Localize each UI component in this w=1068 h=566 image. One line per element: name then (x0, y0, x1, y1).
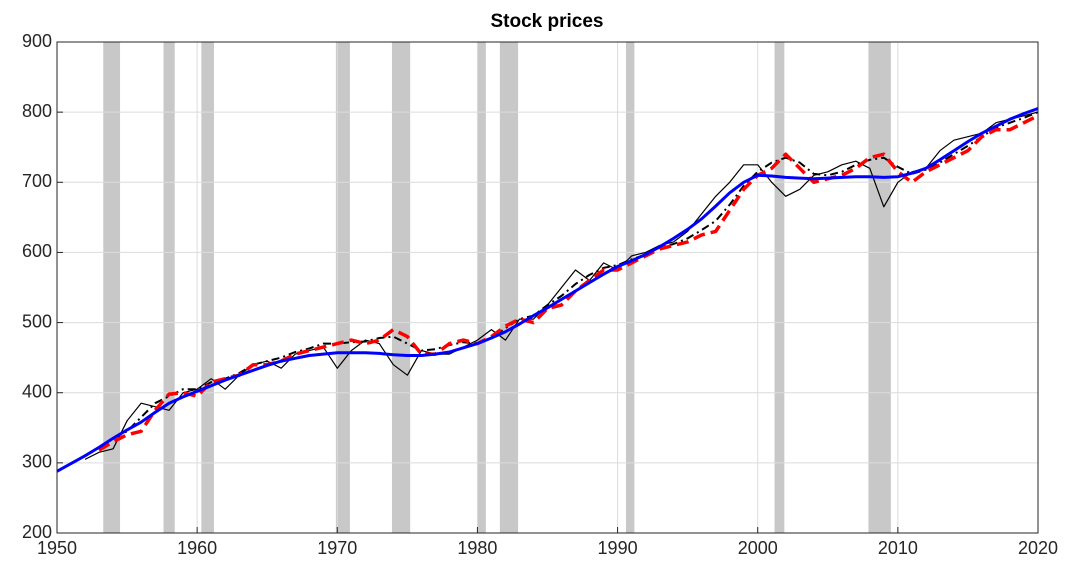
x-tick-label: 1950 (37, 538, 77, 558)
recession-band (201, 42, 214, 533)
y-tick-label: 200 (22, 522, 52, 542)
recession-band (625, 42, 635, 533)
recession-band (163, 42, 175, 533)
x-tick-label: 2020 (1018, 538, 1058, 558)
series-line (98, 111, 1039, 449)
series-line (84, 111, 1039, 460)
series-line (56, 107, 1039, 473)
x-tick-label: 2000 (738, 538, 778, 558)
y-tick-label: 700 (22, 171, 52, 191)
recession-band (774, 42, 785, 533)
x-tick-label: 1980 (457, 538, 497, 558)
recession-band (868, 42, 891, 533)
y-tick-label: 900 (22, 31, 52, 51)
y-tick-label: 400 (22, 381, 52, 401)
y-tick-label: 600 (22, 241, 52, 261)
chart-title: Stock prices (491, 11, 604, 32)
recession-band (499, 42, 519, 533)
recession-band (103, 42, 121, 533)
y-tick-label: 300 (22, 452, 52, 472)
x-tick-label: 1970 (317, 538, 357, 558)
x-tick-label: 1960 (177, 538, 217, 558)
series-line (98, 114, 1039, 452)
y-tick-label: 800 (22, 101, 52, 121)
recession-band (477, 42, 486, 533)
plot-frame (56, 41, 1039, 534)
x-tick-label: 2010 (878, 538, 918, 558)
y-tick-label: 500 (22, 311, 52, 331)
x-tick-label: 1990 (598, 538, 638, 558)
recession-band (391, 42, 411, 533)
recession-band (335, 42, 350, 533)
